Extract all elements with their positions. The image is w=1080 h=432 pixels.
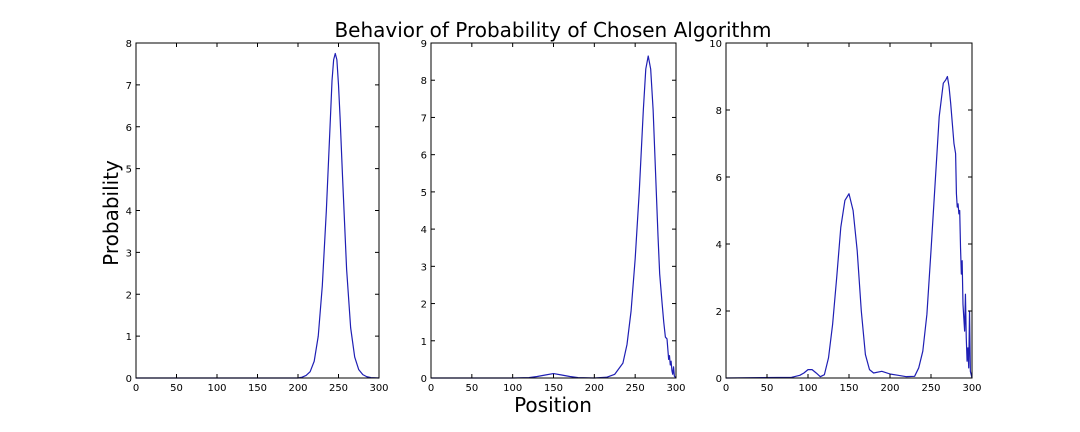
y-tick-label: 9 [421,39,427,50]
series-line-2-1 [431,55,677,379]
y-tick-label: 2 [421,300,427,311]
x-tick-label: 200 [585,383,604,394]
y-tick-label: 1 [126,332,132,343]
x-tick-label: 100 [503,383,522,394]
y-tick-label: 3 [421,262,427,273]
y-tick-label: 6 [421,151,427,162]
x-tick-label: 100 [798,383,817,394]
subplot-3: 0 50 100 150 200 250 300 0 2 4 6 8 10 [709,39,981,394]
y-tick-label: 8 [126,39,132,50]
y-tick-label: 4 [126,207,132,218]
x-tick-label: 0 [133,383,139,394]
x-tick-label: 250 [626,383,645,394]
y-tick-label: 10 [709,39,722,50]
y-tick-label: 8 [421,76,427,87]
y-tick-label: 4 [716,240,722,251]
y-tick-label: 7 [421,113,427,124]
x-tick-label: 300 [962,383,981,394]
x-tick-label: 300 [369,383,388,394]
x-tick-label: 0 [428,383,434,394]
y-axis-title: Probability [99,160,123,266]
y-tick-label: 3 [126,248,132,259]
chart-title: Behavior of Probability of Chosen Algori… [334,18,771,42]
subplot-1: 0 50 100 150 200 250 300 0 1 2 3 4 5 6 7 8 [126,39,389,394]
y-tick-label: 6 [716,173,722,184]
subplot-2: 0 50 100 150 200 250 300 0 1 2 3 4 5 6 7 8 9 [421,39,686,394]
x-tick-label: 0 [723,383,729,394]
x-tick-label: 250 [329,383,348,394]
x-tick-label: 50 [465,383,478,394]
x-tick-label: 50 [170,383,183,394]
x-tick-label: 250 [921,383,940,394]
x-tick-label: 150 [248,383,267,394]
x-tick-label: 150 [544,383,563,394]
y-tick-label: 0 [421,374,427,385]
x-tick-label: 50 [761,383,774,394]
x-tick-label: 150 [839,383,858,394]
x-tick-label: 200 [880,383,899,394]
x-axis-title: Position [514,393,592,417]
y-tick-label: 5 [126,165,132,176]
y-tick-label: 6 [126,123,132,134]
y-tick-label: 0 [126,374,132,385]
y-tick-label: 1 [421,337,427,348]
x-tick-label: 200 [288,383,307,394]
y-tick-label: 7 [126,81,132,92]
x-tick-label: 100 [207,383,226,394]
x-tick-label: 300 [666,383,685,394]
y-tick-label: 4 [421,225,427,236]
series-line-3-1 [725,75,973,379]
y-tick-label: 0 [716,374,722,385]
y-tick-label: 2 [126,290,132,301]
y-tick-label: 5 [421,188,427,199]
y-tick-label: 2 [716,307,722,318]
y-tick-label: 8 [716,106,722,117]
